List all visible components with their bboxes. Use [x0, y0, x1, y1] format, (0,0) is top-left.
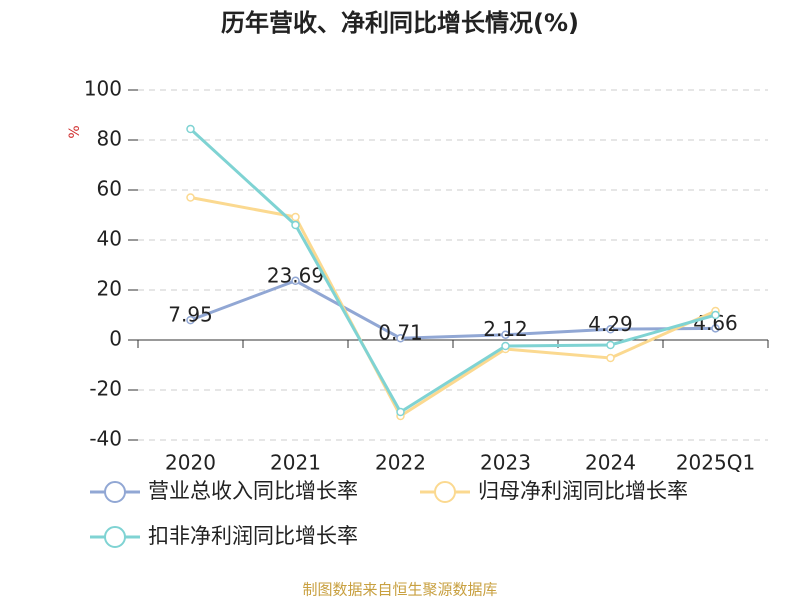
x-tick-label: 2025Q1 [676, 451, 755, 475]
point [291, 276, 300, 286]
y-tick-label: 20 [97, 277, 122, 301]
x-tick-label: 2022 [375, 451, 426, 475]
x-tick-label: 2020 [165, 451, 216, 475]
data-label: 2.12 [483, 317, 528, 341]
data-label: 23.69 [267, 263, 324, 287]
data-label: 4.29 [588, 312, 633, 336]
point [396, 333, 405, 343]
point [186, 193, 195, 202]
series-line [190, 196, 717, 419]
y-tick-label: -20 [89, 377, 122, 401]
point [606, 353, 615, 363]
y-axis-label: % [67, 125, 83, 138]
series-line [189, 127, 716, 415]
point [711, 310, 720, 320]
legend-marker [104, 481, 126, 503]
point [186, 124, 195, 134]
series-line [189, 279, 716, 340]
x-tick-label: 2023 [480, 451, 531, 475]
y-tick-label: -40 [89, 427, 122, 451]
point [501, 330, 510, 339]
legend-marker [104, 526, 126, 548]
data-label: 0.71 [378, 321, 423, 345]
legend-label: 营业总收入同比增长率 [148, 479, 358, 503]
chart-title: 历年营收、净利同比增长情况(%) [221, 9, 579, 37]
y-tick-label: 100 [84, 77, 122, 101]
y-tick-label: 0 [109, 327, 122, 351]
y-tick-label: 60 [97, 177, 122, 201]
point [396, 407, 405, 417]
legend-label: 归母净利润同比增长率 [478, 479, 688, 503]
point [291, 212, 300, 222]
point [186, 315, 195, 325]
legend-marker [434, 481, 456, 503]
point [711, 324, 720, 333]
source: 制图数据来自恒生聚源数据库 [302, 581, 497, 599]
point [606, 325, 615, 334]
x-tick-label: 2021 [270, 451, 321, 475]
data-label: 7.95 [168, 303, 213, 327]
x-tick-label: 2024 [585, 451, 636, 475]
point [291, 220, 300, 230]
y-tick-label: 40 [97, 227, 122, 251]
y-tick-label: 80 [97, 127, 122, 151]
point [501, 341, 510, 351]
point [606, 340, 615, 350]
legend-label: 扣非净利润同比增长率 [148, 524, 358, 548]
